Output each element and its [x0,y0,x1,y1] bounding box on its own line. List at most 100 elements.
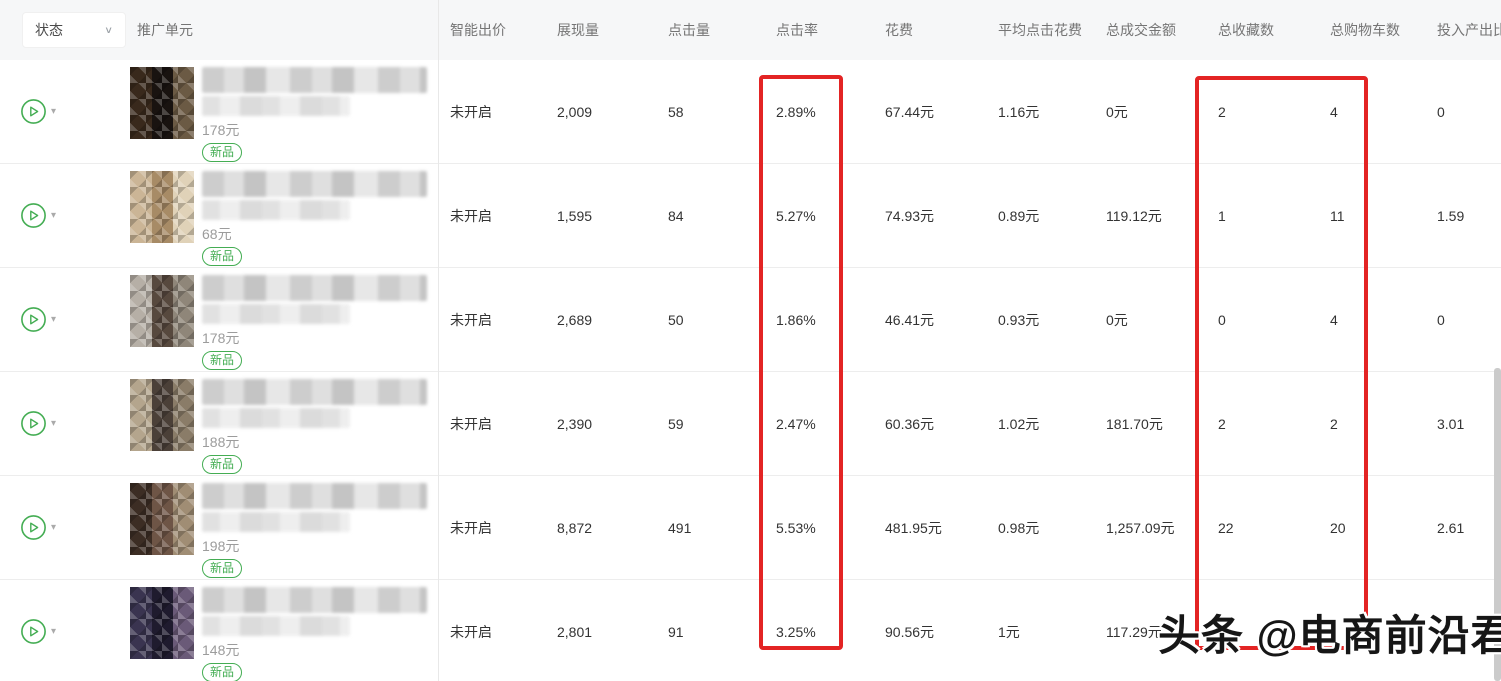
row-actions-cell: ▾ [0,618,120,645]
product-thumbnail[interactable] [130,482,194,555]
cell-clicks: 59 [668,415,684,432]
table-row: ▾ 198元 新品 未开启 8,872 491 5.53% 481.95元 0.… [0,476,1501,580]
product-thumbnail[interactable] [130,274,194,347]
cell-smart-bid: 未开启 [450,311,492,328]
cell-total-carts: 2 [1330,415,1338,432]
blurred-product-subtitle [202,199,350,220]
cell-total-carts: 4 [1330,311,1338,328]
blurred-product-title [202,482,427,509]
play-button[interactable] [20,306,47,333]
cell-impressions: 2,009 [557,103,593,120]
column-header-roi: 投入产出比 [1437,22,1501,38]
cell-clicks: 491 [668,519,692,536]
cell-cost: 67.44元 [885,103,935,120]
cell-avg-click-cost: 1.02元 [998,415,1040,432]
blurred-product-subtitle [202,95,350,116]
vertical-scrollbar-thumb[interactable] [1494,368,1501,681]
cell-total-favorites: 1 [1218,207,1226,224]
product-thumbnail[interactable] [130,170,194,243]
new-product-badge: 新品 [202,246,243,266]
new-product-badge: 新品 [202,662,243,681]
column-header-avg-click-cost: 平均点击花费 [998,22,1082,38]
cell-avg-click-cost: 0.93元 [998,311,1040,328]
blurred-product-title [202,378,427,405]
product-price: 178元 [202,121,240,138]
caret-down-icon[interactable]: ▾ [51,418,57,429]
blurred-product-title [202,66,427,93]
blurred-product-title [202,274,427,301]
cell-avg-click-cost: 1.16元 [998,103,1040,120]
product-cell: 198元 新品 [120,478,438,578]
cell-ctr: 5.53% [776,519,816,536]
cell-total-favorites: 2 [1218,103,1226,120]
cell-smart-bid: 未开启 [450,623,492,640]
play-button[interactable] [20,98,47,125]
row-actions-cell: ▾ [0,410,120,437]
product-thumbnail[interactable] [130,586,194,659]
row-actions-cell: ▾ [0,98,120,125]
cell-impressions: 8,872 [557,519,593,536]
product-price: 178元 [202,329,240,346]
column-header-clicks: 点击量 [668,22,710,38]
cell-avg-click-cost: 1元 [998,623,1020,640]
cell-impressions: 2,689 [557,311,593,328]
column-header-total-favorites: 总收藏数 [1218,22,1274,38]
row-actions-cell: ▾ [0,306,120,333]
status-filter-cell: 状态 ∨ [0,12,126,48]
column-header-total-carts: 总购物车数 [1330,22,1400,38]
caret-down-icon[interactable]: ▾ [51,314,57,325]
cell-clicks: 58 [668,103,684,120]
product-info: 68元 新品 [202,170,430,266]
frozen-column-divider [438,0,439,681]
watermark-text: 头条 @电商前沿君 [1158,612,1501,659]
column-header-impressions: 展现量 [557,22,599,38]
cell-cost: 74.93元 [885,207,935,224]
cell-clicks: 50 [668,311,684,328]
cell-cost: 46.41元 [885,311,935,328]
column-header-total-gmv: 总成交金额 [1106,22,1176,38]
row-actions-cell: ▾ [0,202,120,229]
play-button[interactable] [20,618,47,645]
caret-down-icon[interactable]: ▾ [51,626,57,637]
product-thumbnail[interactable] [130,378,194,451]
blurred-product-subtitle [202,303,350,324]
product-cell: 188元 新品 [120,374,438,474]
row-actions-cell: ▾ [0,514,120,541]
status-filter-label: 状态 [35,22,63,38]
play-button[interactable] [20,514,47,541]
cell-smart-bid: 未开启 [450,415,492,432]
product-info: 178元 新品 [202,66,430,162]
cell-impressions: 2,801 [557,623,593,640]
status-filter-select[interactable]: 状态 ∨ [22,12,126,48]
new-product-badge: 新品 [202,142,243,162]
cell-total-carts: 11 [1330,207,1345,224]
caret-down-icon[interactable]: ▾ [51,522,57,533]
cell-cost: 90.56元 [885,623,935,640]
cell-impressions: 1,595 [557,207,593,224]
cell-ctr: 5.27% [776,207,816,224]
cell-clicks: 91 [668,623,684,640]
play-button[interactable] [20,202,47,229]
cell-smart-bid: 未开启 [450,207,492,224]
product-thumbnail[interactable] [130,66,194,139]
cell-total-gmv: 181.70元 [1106,415,1163,432]
cell-total-gmv: 0元 [1106,311,1128,328]
cell-clicks: 84 [668,207,684,224]
table-row: ▾ 148元 新品 未开启 2,801 91 3.25% 90.56元 1元 1… [0,580,1501,681]
caret-down-icon[interactable]: ▾ [51,210,57,221]
product-info: 148元 新品 [202,586,430,681]
blurred-product-title [202,170,427,197]
cell-total-gmv: 1,257.09元 [1106,519,1175,536]
cell-roi: 0 [1437,103,1445,120]
play-button[interactable] [20,410,47,437]
cell-avg-click-cost: 0.98元 [998,519,1040,536]
cell-roi: 0 [1437,311,1445,328]
cell-cost: 60.36元 [885,415,935,432]
new-product-badge: 新品 [202,454,243,474]
product-info: 188元 新品 [202,378,430,474]
cell-total-favorites: 22 [1218,519,1234,536]
cell-ctr: 2.47% [776,415,816,432]
blurred-product-subtitle [202,407,350,428]
caret-down-icon[interactable]: ▾ [51,106,57,117]
blurred-product-subtitle [202,615,350,636]
